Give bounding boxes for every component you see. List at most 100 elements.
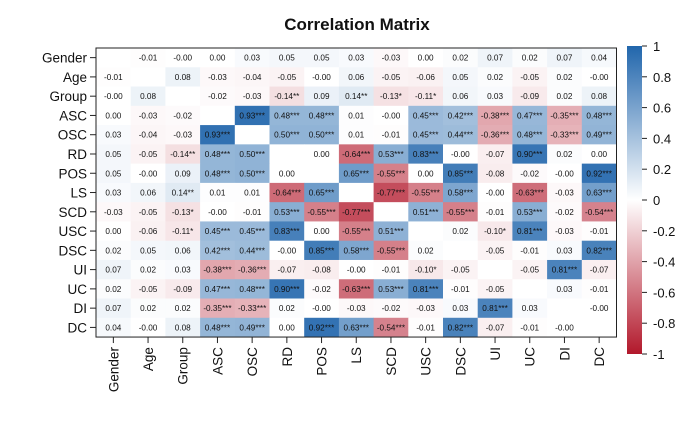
cell-value-label: -0.10*	[484, 227, 507, 236]
cell-value-label: 0.02	[452, 54, 468, 63]
heatmap-cell	[338, 67, 374, 87]
heatmap-cell	[304, 202, 340, 222]
cell-value-label: 0.48***	[205, 150, 231, 159]
cell-value-label: -0.05	[139, 285, 158, 294]
heatmap-cell	[234, 298, 270, 319]
cell-value-label: 0.05	[105, 169, 121, 178]
heatmap-cell	[200, 202, 236, 222]
heatmap-cell	[443, 125, 479, 145]
cell-value-label: -0.06	[139, 227, 158, 236]
heatmap-cell	[96, 240, 132, 261]
cell-value-label: 0.07	[487, 54, 503, 63]
heatmap-cell	[512, 182, 548, 203]
heatmap-cell	[234, 125, 270, 145]
heatmap-cell	[304, 259, 340, 280]
cell-value-label: -0.02	[382, 304, 401, 313]
cell-value-label: -0.54***	[377, 323, 406, 332]
cell-value-label: -0.55***	[377, 246, 406, 255]
cell-value-label: -0.05	[486, 285, 505, 294]
heatmap-cell	[443, 144, 479, 165]
cell-value-label: 0.05	[279, 54, 295, 63]
heatmap-cell	[338, 105, 374, 126]
cell-value-label: -0.00	[139, 323, 158, 332]
heatmap-cell	[338, 259, 374, 280]
cell-value-label: -0.00	[139, 169, 158, 178]
cell-value-label: -0.04	[243, 73, 262, 82]
heatmap-cell	[581, 182, 617, 203]
heatmap-cell	[512, 144, 548, 165]
heatmap-cell	[338, 240, 374, 261]
heatmap-cell	[234, 48, 270, 68]
cell-value-label: -0.00	[451, 150, 470, 159]
heatmap-cell	[130, 317, 166, 338]
heatmap-cell	[234, 182, 270, 203]
heatmap-cell	[96, 317, 132, 338]
heatmap-cell	[408, 182, 444, 203]
cell-value-label: 0.50***	[274, 131, 300, 140]
heatmap-cell	[512, 240, 548, 261]
heatmap-cell	[373, 279, 409, 299]
cell-value-label: 0.01	[209, 189, 225, 198]
column-label: DC	[592, 347, 607, 367]
heatmap-cell	[408, 202, 444, 222]
cell-value-label: 0.02	[140, 266, 156, 275]
cell-value-label: -0.05	[451, 266, 470, 275]
row-label: OSC	[58, 128, 88, 143]
cell-value-label: -0.35***	[203, 304, 232, 313]
heatmap-cell	[165, 259, 201, 280]
cell-value-label: 0.63***	[586, 189, 612, 198]
cell-value-label: -0.77***	[342, 208, 371, 217]
heatmap-cell	[96, 298, 132, 319]
cell-value-label: 0.00	[591, 150, 607, 159]
colorbar-tick-label: 0.8	[653, 70, 671, 85]
column-label: POS	[315, 347, 330, 376]
cell-value-label: 0.06	[452, 92, 468, 101]
row-label: SCD	[58, 205, 87, 220]
heatmap-cell	[408, 279, 444, 299]
cell-value-label: 0.53***	[274, 208, 300, 217]
heatmap-cell	[408, 317, 444, 338]
cell-value-label: -0.02	[208, 92, 227, 101]
column-label: Age	[141, 347, 156, 371]
cell-value-label: -0.00	[555, 169, 574, 178]
heatmap-cell	[581, 163, 617, 184]
cell-value-label: 0.02	[105, 246, 121, 255]
heatmap-cell	[338, 202, 374, 222]
heatmap-cell	[547, 67, 583, 87]
heatmap-cell	[269, 240, 305, 261]
cell-value-label: 0.48***	[205, 323, 231, 332]
heatmap-cell	[234, 317, 270, 338]
cell-value-label: -0.03	[139, 111, 158, 120]
cell-value-label: 0.02	[175, 304, 191, 313]
cell-value-label: -0.64***	[273, 189, 302, 198]
cell-value-label: 0.58***	[448, 189, 474, 198]
heatmap-cell	[547, 259, 583, 280]
colorbar-tick-label: 0.4	[653, 131, 671, 146]
heatmap-cell	[547, 298, 583, 319]
cell-value-label: -0.07	[278, 266, 297, 275]
cell-value-label: 0.03	[348, 54, 364, 63]
cell-value-label: -0.04	[139, 131, 158, 140]
cell-value-label: 0.81***	[517, 227, 543, 236]
cell-value-label: 0.45***	[413, 131, 439, 140]
cell-value-label: 0.04	[591, 54, 607, 63]
heatmap-cell	[200, 163, 236, 184]
heatmap-cell	[304, 221, 340, 242]
heatmap-cell	[581, 48, 617, 68]
heatmap-cell	[165, 144, 201, 165]
cell-value-label: 0.03	[244, 54, 260, 63]
cell-value-label: 0.03	[175, 266, 191, 275]
cell-value-label: -0.00	[208, 208, 227, 217]
heatmap-cell	[304, 163, 340, 184]
cell-value-label: 0.08	[591, 92, 607, 101]
cell-value-label: -0.03	[555, 227, 574, 236]
heatmap-cell	[304, 105, 340, 126]
heatmap-cell	[200, 182, 236, 203]
heatmap-cell	[547, 221, 583, 242]
heatmap-cell	[547, 163, 583, 184]
cell-value-label: 0.02	[279, 304, 295, 313]
cell-value-label: 0.81***	[482, 304, 508, 313]
heatmap-cell	[581, 86, 617, 107]
colorbar-gradient	[627, 46, 642, 354]
